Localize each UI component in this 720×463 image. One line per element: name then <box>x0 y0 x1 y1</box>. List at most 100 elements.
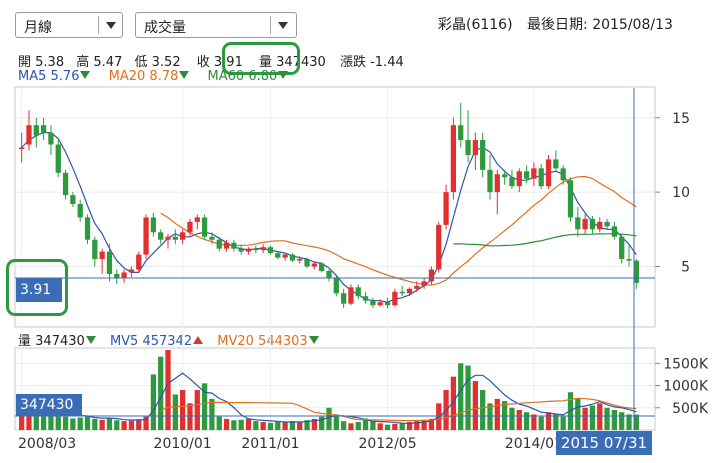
volume-bar <box>494 398 500 430</box>
volume-bar <box>633 414 639 430</box>
low-value: 3.52 <box>151 55 181 70</box>
close-value: 3.91 <box>213 55 243 70</box>
close-label: 收 <box>196 55 210 70</box>
period-select[interactable]: 月線 <box>15 12 123 38</box>
candle-body <box>465 140 471 155</box>
candle-body <box>136 254 142 270</box>
volume-bar <box>428 418 435 430</box>
volume-bar <box>26 407 32 430</box>
candle-body <box>194 217 200 222</box>
candle-body <box>150 217 157 233</box>
candle-body <box>355 287 361 297</box>
candle-body <box>406 288 413 294</box>
trend-up-icon <box>193 336 204 344</box>
volume-bar <box>209 398 215 430</box>
mv20-line <box>160 397 637 422</box>
volume-bar <box>523 412 530 430</box>
candle-body <box>267 247 274 254</box>
mv20-label: MV20 <box>217 334 254 349</box>
ma20-line <box>160 175 637 286</box>
cursor-date-box: 2015 07/31 <box>556 431 652 455</box>
candle-body <box>604 221 610 227</box>
candle-body <box>223 242 230 249</box>
candle-body <box>275 253 281 258</box>
volume-bar <box>626 414 632 430</box>
candle-body <box>472 140 478 155</box>
volume-bar <box>128 420 135 430</box>
candle-body <box>62 172 69 196</box>
volume-bar <box>77 417 83 430</box>
candle-body <box>201 217 208 237</box>
candle-body <box>55 144 61 173</box>
x-tick-label: 2011/01 <box>241 436 299 452</box>
volume-bar <box>92 418 98 430</box>
volume-bar <box>465 365 471 430</box>
candle-body <box>348 287 354 304</box>
candle-body <box>516 171 522 187</box>
volume-bar <box>406 422 413 430</box>
close-highlight <box>222 42 300 75</box>
volume-bar <box>48 413 54 430</box>
candle-body <box>48 132 54 145</box>
volume-bar <box>311 418 317 430</box>
candle-body <box>509 177 515 187</box>
trend-down-icon <box>278 71 289 79</box>
volume-bar <box>253 421 259 430</box>
candle-body <box>399 291 405 294</box>
ohlc-row: 開 5.38 高 5.47 低 3.52 收 3.91 量 347430 漲跌 … <box>18 51 404 70</box>
candle-body <box>84 217 91 240</box>
volume-bar <box>136 419 142 430</box>
candle-body <box>597 221 603 230</box>
price-tick-label: 10 <box>672 185 690 201</box>
high-label: 高 <box>76 55 90 70</box>
x-tick-label: 2014/01 <box>505 436 563 452</box>
candle-body <box>114 273 120 279</box>
volume-bar <box>165 350 171 430</box>
select-divider <box>98 16 99 34</box>
volume-bar <box>509 407 515 430</box>
volume-bar <box>589 405 596 430</box>
candle-body <box>494 174 500 193</box>
volume-bar <box>216 416 222 430</box>
ma5-label: MA5 <box>18 69 47 84</box>
volume-bar <box>582 407 588 430</box>
chevron-down-icon[interactable] <box>106 22 116 29</box>
ma60-value: 6.80 <box>248 69 278 84</box>
volume-bar <box>531 414 537 430</box>
candle-body <box>414 285 420 289</box>
price-panel-border <box>14 86 656 328</box>
price-tick-label: 5 <box>681 260 690 276</box>
change-value: -1.44 <box>370 55 404 70</box>
candle-body <box>326 270 332 279</box>
candle-body <box>128 269 135 273</box>
ma20-label: MA20 <box>108 69 146 84</box>
candle-body <box>428 269 435 282</box>
candle-body <box>253 248 259 251</box>
candle-body <box>487 169 493 193</box>
open-label: 開 <box>18 55 32 70</box>
chevron-down-icon[interactable] <box>278 22 288 29</box>
volume-bar <box>392 423 398 430</box>
candle-body <box>450 125 457 193</box>
candle-body <box>143 217 149 255</box>
candle-body <box>19 147 25 149</box>
candle-body <box>106 251 113 274</box>
volume-bar <box>245 418 252 430</box>
indicator-select[interactable]: 成交量 <box>135 12 297 38</box>
last-date-label: 最後日期: <box>527 17 588 33</box>
volume-label: 量 <box>259 55 273 70</box>
candle-body <box>377 302 383 306</box>
candle-body <box>209 236 215 240</box>
x-tick-label: 2010/01 <box>154 436 212 452</box>
volume-bar <box>260 422 266 430</box>
volume-bar <box>450 376 457 430</box>
candle-body <box>99 251 105 260</box>
volume-bar <box>487 403 493 430</box>
volume-tick-label: 1000K <box>663 379 709 395</box>
volume-bar <box>40 410 47 430</box>
candle-body <box>319 263 325 271</box>
volume-bar <box>187 403 193 430</box>
candle-body <box>480 140 486 170</box>
volume-bar <box>172 394 178 430</box>
